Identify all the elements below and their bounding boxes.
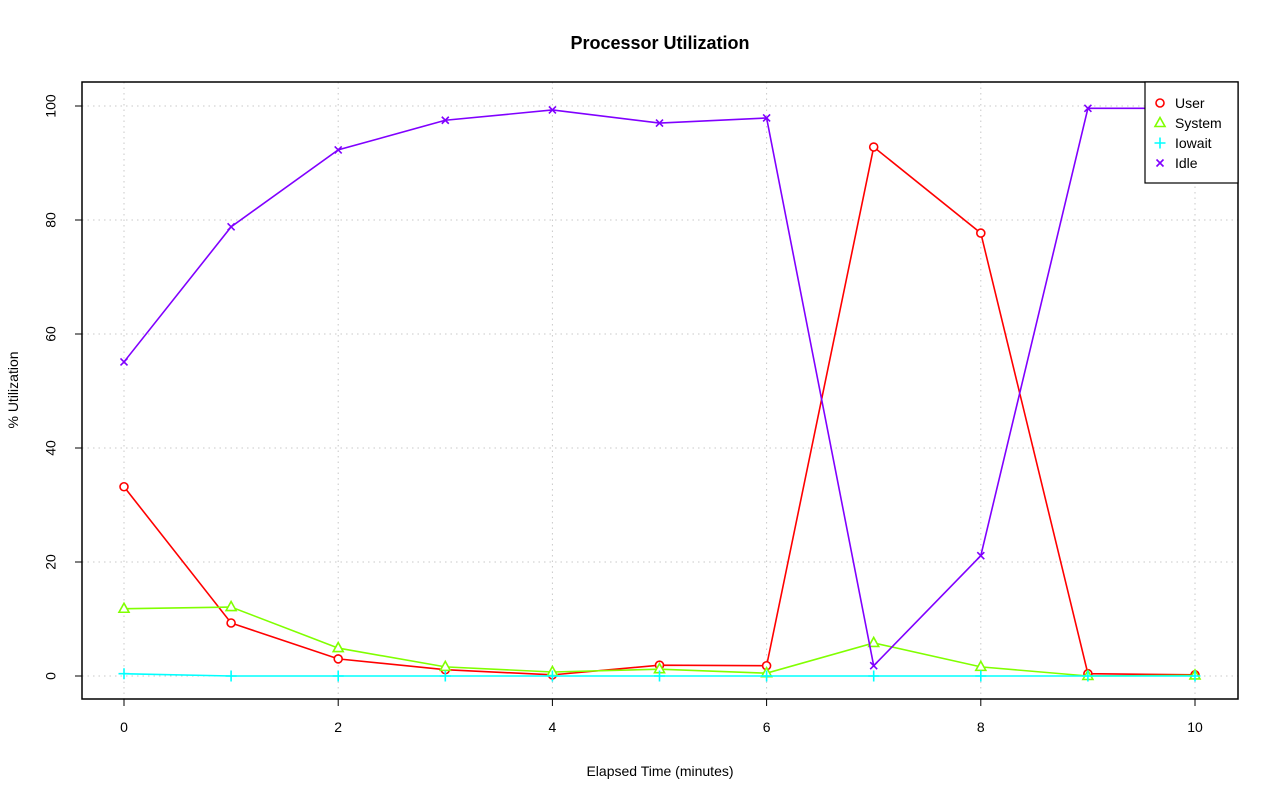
legend-label: Iowait [1175, 135, 1212, 151]
data-point [332, 670, 344, 682]
series-line [123, 145, 1196, 676]
data-point [868, 142, 879, 152]
x-tick-label: 8 [977, 719, 985, 735]
data-point [119, 357, 129, 366]
data-point [227, 222, 236, 231]
legend-marker [1155, 98, 1165, 108]
data-point [762, 113, 771, 123]
data-point [439, 670, 451, 682]
x-tick-label: 6 [763, 719, 771, 735]
x-axis-label: Elapsed Time (minutes) [586, 763, 733, 779]
data-point [974, 659, 988, 672]
data-point [441, 116, 450, 125]
legend-marker [1154, 137, 1166, 149]
y-axis-label: % Utilization [5, 351, 21, 428]
data-point [654, 670, 665, 682]
data-point [546, 670, 558, 682]
legend-label: User [1175, 95, 1205, 111]
data-point [976, 551, 985, 560]
data-point [438, 659, 452, 672]
data-point [761, 670, 773, 682]
data-point [333, 654, 344, 664]
data-point [119, 481, 129, 492]
data-point [869, 661, 878, 670]
series-iowait [118, 668, 1201, 682]
y-tick-label: 40 [43, 440, 59, 456]
data-point [224, 599, 238, 612]
data-point [548, 105, 557, 115]
legend-label: Idle [1175, 155, 1198, 171]
data-point [867, 635, 881, 648]
data-point [334, 145, 343, 154]
y-tick-label: 0 [43, 672, 59, 680]
legend: User System Iowait Idle [1144, 81, 1239, 184]
data-point [655, 119, 664, 128]
data-point [1083, 104, 1092, 113]
y-tick-label: 100 [43, 94, 59, 118]
y-tick-label: 60 [43, 326, 59, 342]
x-tick-label: 4 [549, 719, 557, 735]
series-idle [119, 104, 1200, 670]
data-point [117, 601, 131, 614]
series-user [119, 142, 1200, 680]
data-point [226, 618, 236, 628]
x-tick-label: 2 [334, 719, 342, 735]
data-point [225, 670, 237, 682]
series-line [123, 107, 1195, 668]
x-tick-label: 10 [1187, 719, 1203, 735]
y-tick-label: 80 [43, 212, 59, 228]
y-tick-label: 20 [43, 554, 59, 570]
x-tick-label: 0 [120, 719, 128, 735]
plot-frame [81, 81, 1239, 700]
data-point [1082, 670, 1094, 682]
data-point [1189, 670, 1201, 682]
data-point [331, 640, 345, 653]
data-point [868, 670, 880, 682]
legend-marker [1153, 115, 1167, 128]
legend-marker [1155, 158, 1165, 168]
chart-title: Processor Utilization [570, 33, 749, 53]
data-point [975, 228, 986, 238]
legend-label: System [1175, 115, 1222, 131]
data-point [975, 670, 987, 682]
data-point [118, 668, 130, 680]
